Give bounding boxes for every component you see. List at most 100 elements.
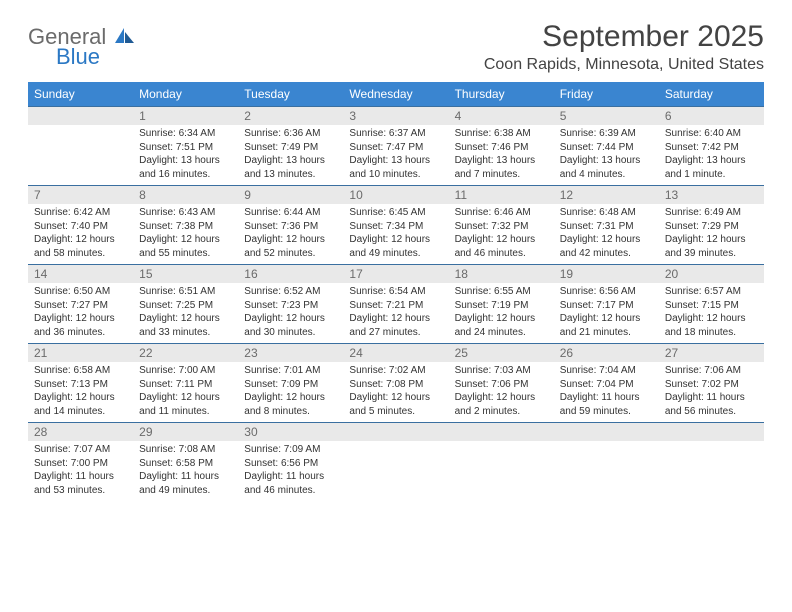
day-cell: 18Sunrise: 6:55 AMSunset: 7:19 PMDayligh… [449,264,554,343]
sunrise-line: Sunrise: 6:54 AM [349,285,442,299]
sunset-line: Sunset: 7:09 PM [244,378,337,392]
day-cell [449,422,554,501]
day-cell: 27Sunrise: 7:06 AMSunset: 7:02 PMDayligh… [659,343,764,422]
daylight-line: Daylight: 12 hours and 55 minutes. [139,233,232,260]
day-number: 29 [133,422,238,441]
day-cell: 1Sunrise: 6:34 AMSunset: 7:51 PMDaylight… [133,106,238,185]
day-number-empty [28,106,133,125]
day-cell: 20Sunrise: 6:57 AMSunset: 7:15 PMDayligh… [659,264,764,343]
sunset-line: Sunset: 7:23 PM [244,299,337,313]
day-cell [343,422,448,501]
sunset-line: Sunset: 7:21 PM [349,299,442,313]
day-details: Sunrise: 7:00 AMSunset: 7:11 PMDaylight:… [133,362,238,422]
sunrise-line: Sunrise: 6:44 AM [244,206,337,220]
sunrise-line: Sunrise: 7:08 AM [139,443,232,457]
day-details: Sunrise: 6:37 AMSunset: 7:47 PMDaylight:… [343,125,448,185]
sunset-line: Sunset: 7:32 PM [455,220,548,234]
day-details: Sunrise: 6:48 AMSunset: 7:31 PMDaylight:… [554,204,659,264]
day-number: 12 [554,185,659,204]
sunrise-line: Sunrise: 6:52 AM [244,285,337,299]
daylight-line: Daylight: 13 hours and 7 minutes. [455,154,548,181]
day-cell [28,106,133,185]
day-details: Sunrise: 6:46 AMSunset: 7:32 PMDaylight:… [449,204,554,264]
day-number: 13 [659,185,764,204]
daylight-line: Daylight: 12 hours and 42 minutes. [560,233,653,260]
day-number: 23 [238,343,343,362]
day-cell: 9Sunrise: 6:44 AMSunset: 7:36 PMDaylight… [238,185,343,264]
day-cell: 10Sunrise: 6:45 AMSunset: 7:34 PMDayligh… [343,185,448,264]
daylight-line: Daylight: 12 hours and 27 minutes. [349,312,442,339]
day-number: 2 [238,106,343,125]
daylight-line: Daylight: 12 hours and 18 minutes. [665,312,758,339]
sunrise-line: Sunrise: 6:55 AM [455,285,548,299]
day-number: 15 [133,264,238,283]
day-number: 4 [449,106,554,125]
sunset-line: Sunset: 7:42 PM [665,141,758,155]
sunset-line: Sunset: 7:34 PM [349,220,442,234]
day-cell: 8Sunrise: 6:43 AMSunset: 7:38 PMDaylight… [133,185,238,264]
day-cell: 23 Sunrise: 7:01 AMSunset: 7:09 PMDayligh… [238,343,343,422]
daylight-line: Daylight: 13 hours and 13 minutes. [244,154,337,181]
daylight-line: Daylight: 12 hours and 2 minutes. [455,391,548,418]
sunrise-line: Sunrise: 7:00 AM [139,364,232,378]
day-details: Sunrise: 6:51 AMSunset: 7:25 PMDaylight:… [133,283,238,343]
weekday-header: Sunday [28,82,133,106]
sunrise-line: Sunrise: 6:45 AM [349,206,442,220]
daylight-line: Daylight: 12 hours and 52 minutes. [244,233,337,260]
daylight-line: Daylight: 13 hours and 10 minutes. [349,154,442,181]
day-cell: 16Sunrise: 6:52 AMSunset: 7:23 PMDayligh… [238,264,343,343]
day-details: Sunrise: 6:57 AMSunset: 7:15 PMDaylight:… [659,283,764,343]
sunrise-line: Sunrise: 6:42 AM [34,206,127,220]
day-number-empty [343,422,448,441]
sail-icon [114,24,136,49]
weekday-header: Friday [554,82,659,106]
day-cell: 26Sunrise: 7:04 AMSunset: 7:04 PMDayligh… [554,343,659,422]
sunset-line: Sunset: 7:25 PM [139,299,232,313]
day-number: 16 [238,264,343,283]
day-number: 11 [449,185,554,204]
sunrise-line: Sunrise: 6:49 AM [665,206,758,220]
daylight-line: Daylight: 12 hours and 39 minutes. [665,233,758,260]
day-number: 8 [133,185,238,204]
day-details: Sunrise: 6:43 AMSunset: 7:38 PMDaylight:… [133,204,238,264]
sunrise-line: Sunrise: 6:43 AM [139,206,232,220]
sunset-line: Sunset: 7:29 PM [665,220,758,234]
weekday-header: Thursday [449,82,554,106]
day-details: Sunrise: 7:06 AMSunset: 7:02 PMDaylight:… [659,362,764,422]
daylight-line: Daylight: 12 hours and 11 minutes. [139,391,232,418]
day-cell: 2Sunrise: 6:36 AMSunset: 7:49 PMDaylight… [238,106,343,185]
day-details: Sunrise: 7:02 AMSunset: 7:08 PMDaylight:… [343,362,448,422]
day-number: 10 [343,185,448,204]
daylight-line: Daylight: 13 hours and 16 minutes. [139,154,232,181]
day-details: Sunrise: 7:09 AMSunset: 6:56 PMDaylight:… [238,441,343,501]
day-details: Sunrise: 6:54 AMSunset: 7:21 PMDaylight:… [343,283,448,343]
daylight-line: Daylight: 12 hours and 46 minutes. [455,233,548,260]
daylight-line: Daylight: 12 hours and 8 minutes. [244,391,337,418]
week-row: 7Sunrise: 6:42 AMSunset: 7:40 PMDaylight… [28,185,764,264]
sunrise-line: Sunrise: 7:01 AM [244,364,337,378]
sunset-line: Sunset: 7:06 PM [455,378,548,392]
sunrise-line: Sunrise: 6:56 AM [560,285,653,299]
day-number: 25 [449,343,554,362]
sunset-line: Sunset: 7:47 PM [349,141,442,155]
sunrise-line: Sunrise: 7:04 AM [560,364,653,378]
day-cell: 13 Sunrise: 6:49 AMSunset: 7:29 PMDayligh… [659,185,764,264]
daylight-line: Daylight: 13 hours and 1 minute. [665,154,758,181]
location: Coon Rapids, Minnesota, United States [484,56,764,74]
logo: General Blue [28,26,136,68]
day-number: 9 [238,185,343,204]
sunset-line: Sunset: 7:46 PM [455,141,548,155]
day-number: 20 [659,264,764,283]
sunset-line: Sunset: 7:40 PM [34,220,127,234]
day-cell: 6Sunrise: 6:40 AMSunset: 7:42 PMDaylight… [659,106,764,185]
sunrise-line: Sunrise: 6:50 AM [34,285,127,299]
day-cell: 19Sunrise: 6:56 AMSunset: 7:17 PMDayligh… [554,264,659,343]
day-details: Sunrise: 6:42 AMSunset: 7:40 PMDaylight:… [28,204,133,264]
day-number: 28 [28,422,133,441]
logo-part2: Blue [56,46,136,68]
calendar-body: 1Sunrise: 6:34 AMSunset: 7:51 PMDaylight… [28,106,764,501]
day-cell: 30Sunrise: 7:09 AMSunset: 6:56 PMDayligh… [238,422,343,501]
day-number-empty [449,422,554,441]
week-row: 21Sunrise: 6:58 AMSunset: 7:13 PMDayligh… [28,343,764,422]
sunrise-line: Sunrise: 6:58 AM [34,364,127,378]
